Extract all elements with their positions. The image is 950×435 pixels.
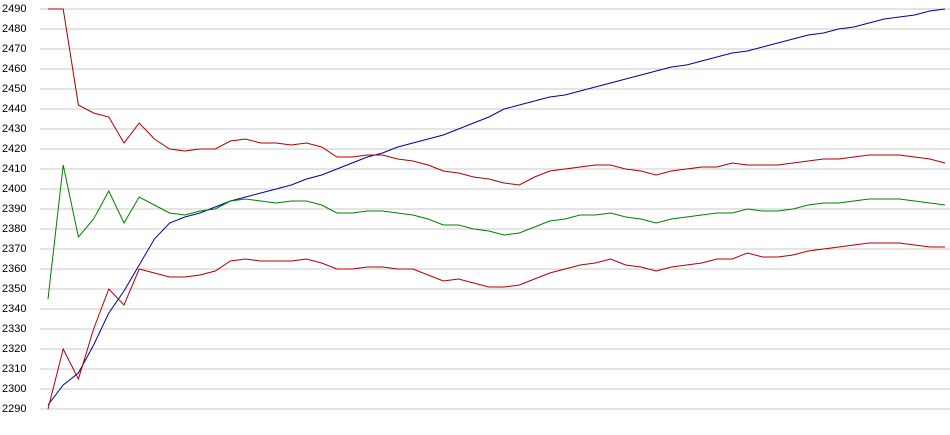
y-tick-label: 2430 (2, 123, 26, 135)
y-tick-label: 2480 (2, 23, 26, 35)
y-tick-label: 2310 (2, 363, 26, 375)
y-tick-label: 2410 (2, 163, 26, 175)
y-tick-label: 2300 (2, 383, 26, 395)
series-line (47, 8, 946, 406)
y-tick-label: 2450 (2, 83, 26, 95)
y-tick-label: 2400 (2, 183, 26, 195)
y-tick-label: 2290 (2, 403, 26, 415)
y-tick-label: 2340 (2, 303, 26, 315)
y-tick-label: 2420 (2, 143, 26, 155)
series-line (48, 8, 946, 186)
y-tick-label: 2470 (2, 43, 26, 55)
y-tick-label: 2350 (2, 283, 26, 295)
y-tick-label: 2490 (2, 3, 26, 15)
y-tick-label: 2370 (2, 243, 26, 255)
y-tick-label: 2360 (2, 263, 26, 275)
series-line (47, 242, 945, 410)
y-tick-label: 2330 (2, 323, 26, 335)
y-tick-label: 2440 (2, 103, 26, 115)
y-tick-label: 2390 (2, 203, 26, 215)
y-tick-label: 2320 (2, 343, 26, 355)
series-line (47, 164, 946, 300)
y-tick-label: 2380 (2, 223, 26, 235)
y-tick-label: 2460 (2, 63, 26, 75)
